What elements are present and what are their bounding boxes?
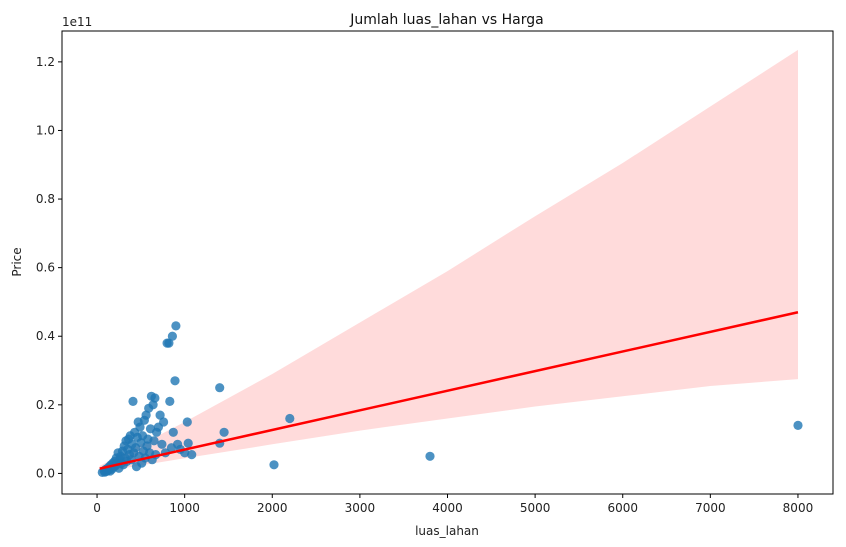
- x-tick-label: 6000: [607, 501, 638, 515]
- y-tick-label: 0.4: [36, 329, 55, 343]
- x-axis-label: luas_lahan: [415, 524, 479, 538]
- x-tick-label: 2000: [257, 501, 288, 515]
- data-point: [165, 396, 175, 406]
- y-axis: 0.0 0.2 0.4 0.6 0.8 1.0 1.2: [36, 55, 62, 480]
- y-tick-label: 0.8: [36, 192, 55, 206]
- x-tick-label: 4000: [432, 501, 463, 515]
- y-tick-label: 1.2: [36, 55, 55, 69]
- y-tick-label: 0.6: [36, 261, 55, 275]
- data-point: [793, 420, 803, 430]
- data-point: [171, 321, 181, 331]
- data-point: [285, 413, 295, 424]
- x-tick-label: 5000: [520, 501, 551, 515]
- data-point: [155, 410, 165, 420]
- y-axis-label: Price: [10, 247, 24, 276]
- x-tick-label: 7000: [695, 501, 726, 515]
- x-axis: 0 1000 2000 3000 4000 5000 6000 7000 8000: [93, 494, 813, 515]
- x-tick-label: 8000: [783, 501, 814, 515]
- y-tick-label: 1.0: [36, 123, 55, 137]
- data-point: [215, 383, 225, 393]
- regression-line: [99, 311, 799, 470]
- y-tick-label: 0.2: [36, 398, 55, 412]
- chart-title: Jumlah luas_lahan vs Harga: [349, 12, 543, 28]
- data-point: [425, 451, 435, 461]
- data-point: [182, 417, 192, 427]
- data-point: [187, 450, 197, 460]
- data-point: [135, 422, 145, 432]
- data-point: [269, 460, 279, 470]
- plot-area: [97, 49, 803, 477]
- data-point: [150, 393, 160, 403]
- data-point: [149, 436, 159, 446]
- data-point: [128, 396, 138, 406]
- confidence-band: [99, 49, 798, 473]
- x-tick-label: 3000: [345, 501, 376, 515]
- data-point: [157, 439, 167, 449]
- x-tick-label: 0: [93, 501, 101, 515]
- y-tick-label: 0.0: [36, 466, 55, 480]
- data-point: [164, 338, 174, 348]
- data-point: [159, 417, 169, 427]
- data-point: [168, 427, 178, 437]
- x-tick-label: 1000: [169, 501, 200, 515]
- data-point: [170, 376, 180, 386]
- y-offset-text: 1e11: [62, 15, 92, 29]
- data-point: [167, 331, 177, 341]
- data-point: [183, 438, 193, 448]
- data-point: [219, 427, 229, 437]
